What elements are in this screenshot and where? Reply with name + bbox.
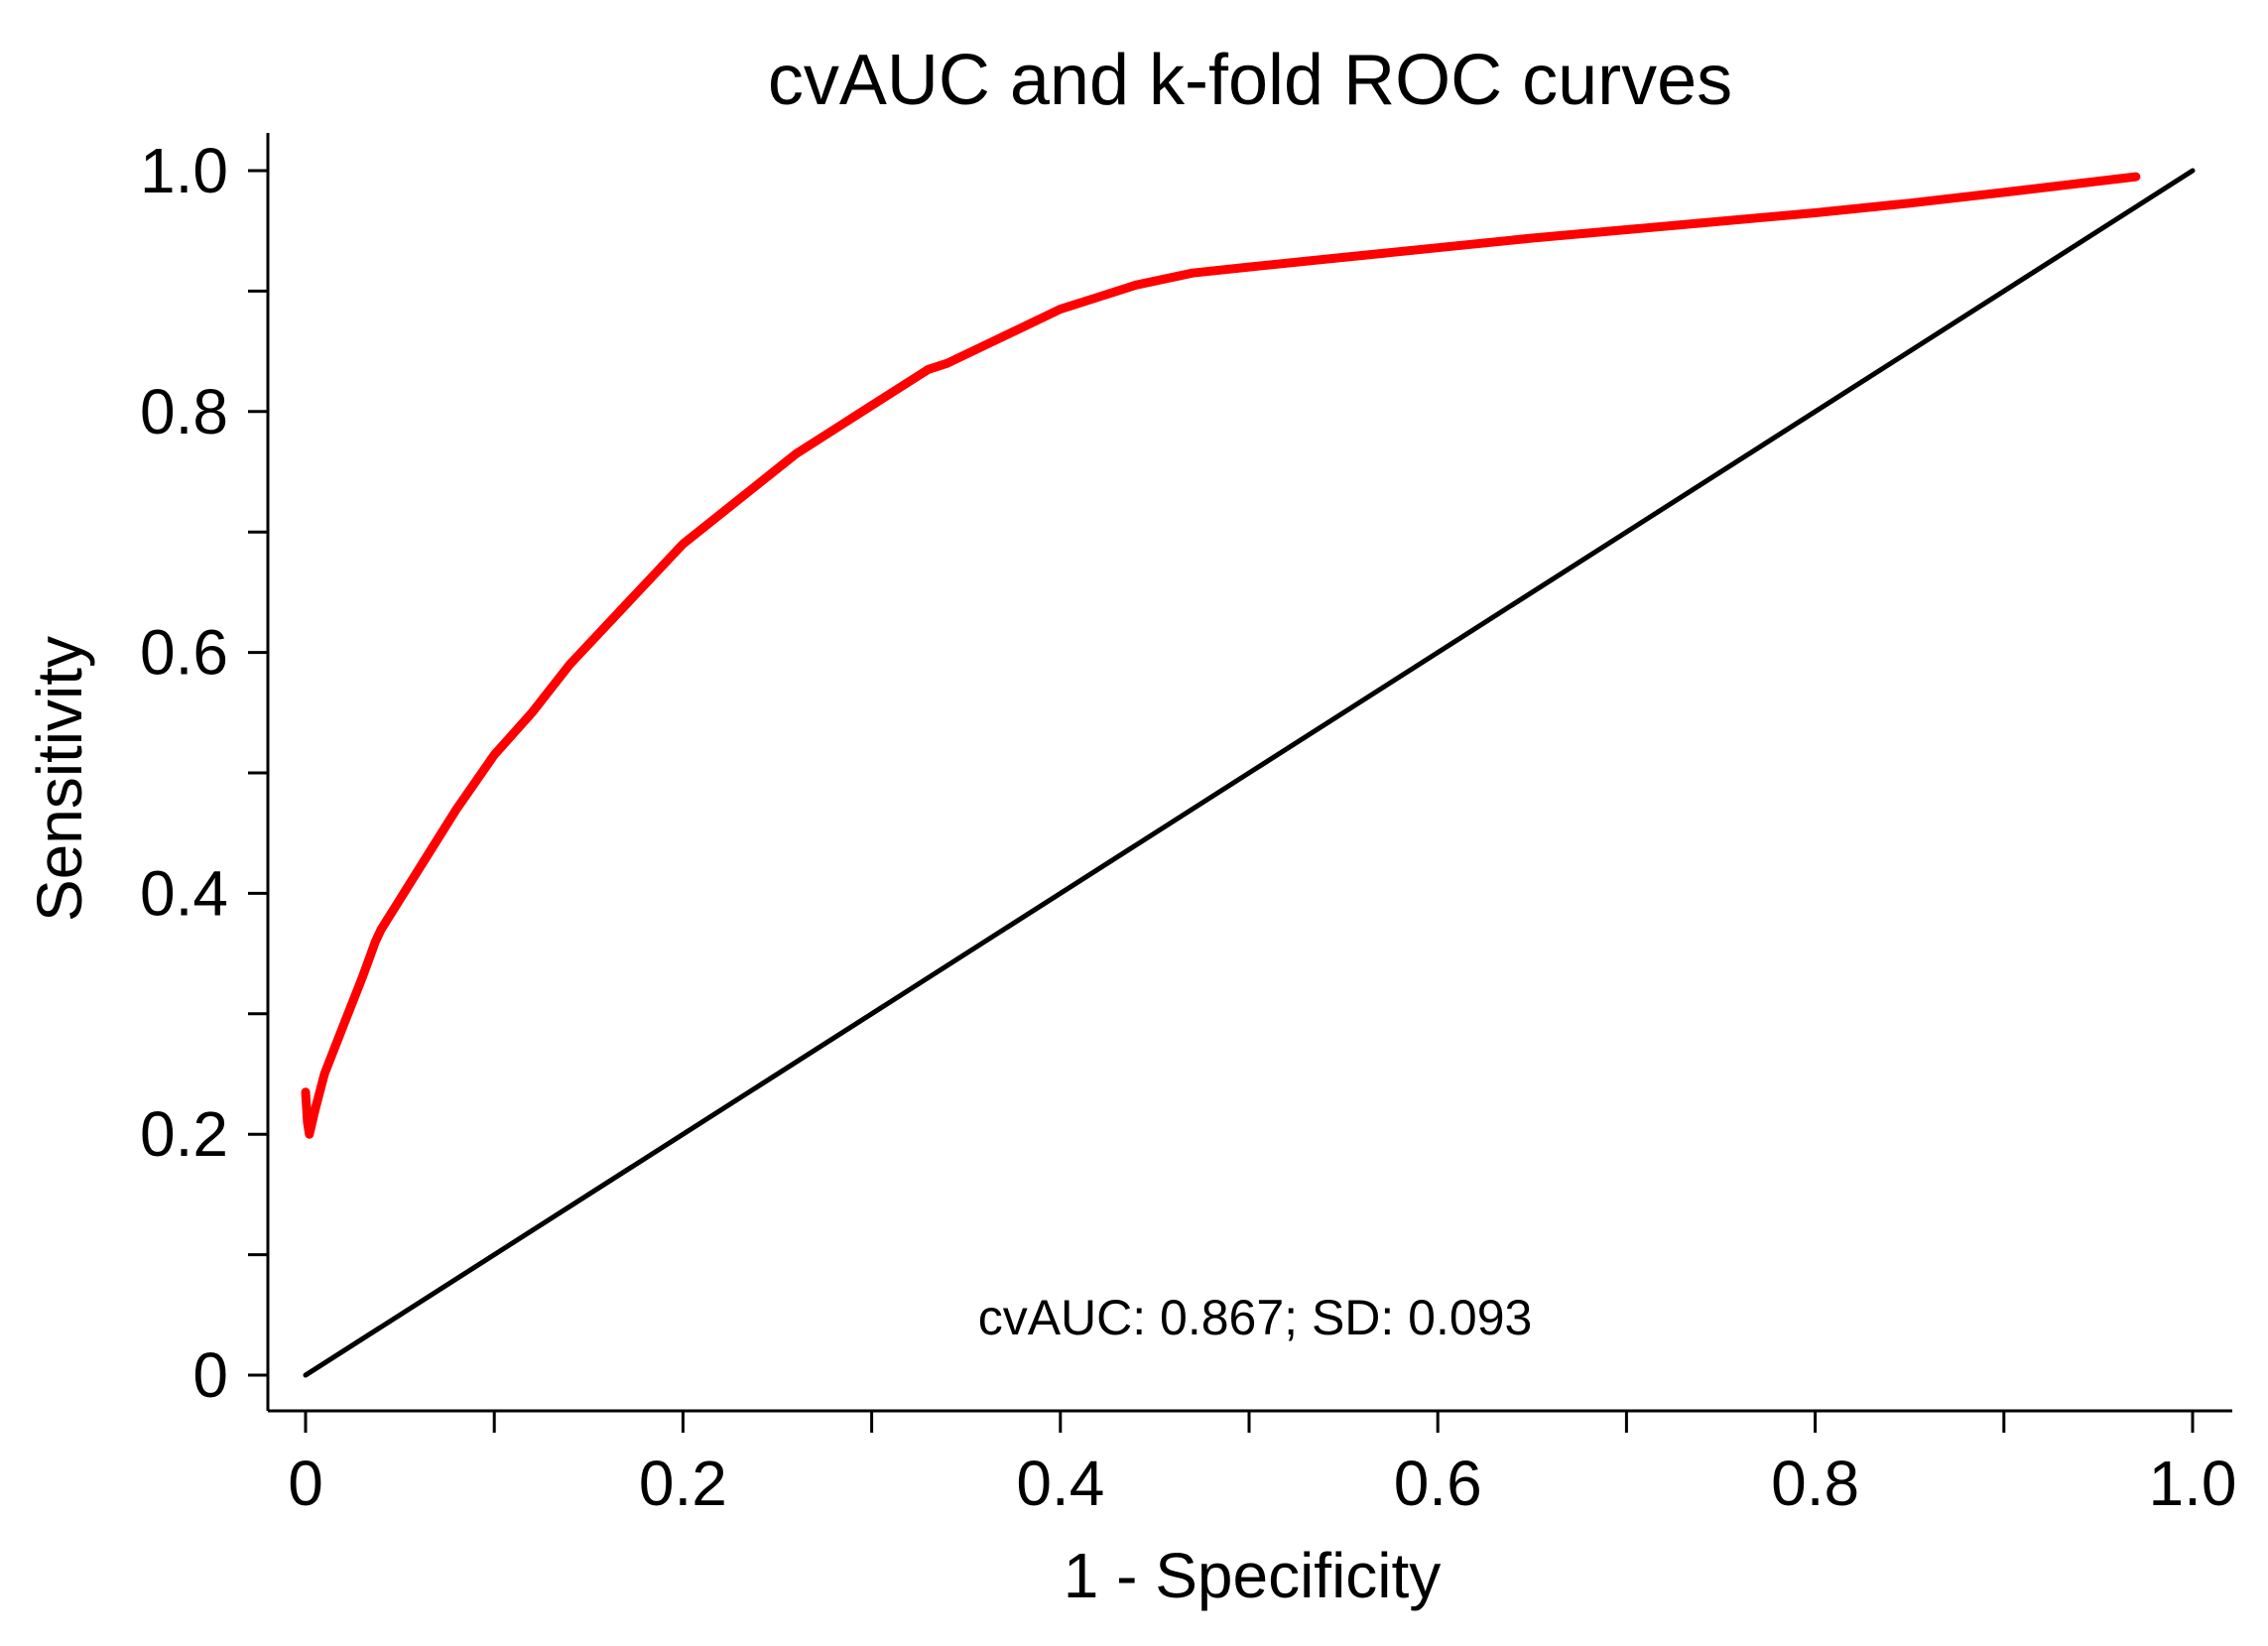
series xyxy=(301,168,2196,1378)
annotation-text: cvAUC: 0.867; SD: 0.093 xyxy=(978,1290,1533,1345)
x-tick-label: 0.6 xyxy=(1394,1448,1482,1519)
y-tick-label: 0.2 xyxy=(140,1098,228,1170)
y-tick-label: 1.0 xyxy=(140,135,228,206)
x-tick-label: 1.0 xyxy=(2149,1448,2237,1519)
y-axis: 0 0.2 0.4 0.6 0.8 1.0 xyxy=(140,133,270,1411)
y-tick-label: 0.4 xyxy=(140,857,228,929)
x-axis: 0 0.2 0.4 0.6 0.8 1.0 xyxy=(268,1409,2237,1519)
x-tick-label: 0.8 xyxy=(1771,1448,1859,1519)
y-tick-label: 0.8 xyxy=(140,376,228,447)
reference-diagonal-line xyxy=(303,168,2196,1378)
chart-title: cvAUC and k-fold ROC curves xyxy=(768,41,1732,120)
y-axis-label: Sensitivity xyxy=(24,636,95,922)
x-tick-label: 0 xyxy=(288,1448,323,1519)
x-axis-label: 1 - Specificity xyxy=(1064,1540,1442,1611)
x-tick-label: 0.4 xyxy=(1016,1448,1104,1519)
roc-curve-line xyxy=(301,172,2141,1139)
y-tick-label: 0.6 xyxy=(140,617,228,689)
y-tick-label: 0 xyxy=(192,1339,228,1411)
x-tick-label: 0.2 xyxy=(639,1448,727,1519)
